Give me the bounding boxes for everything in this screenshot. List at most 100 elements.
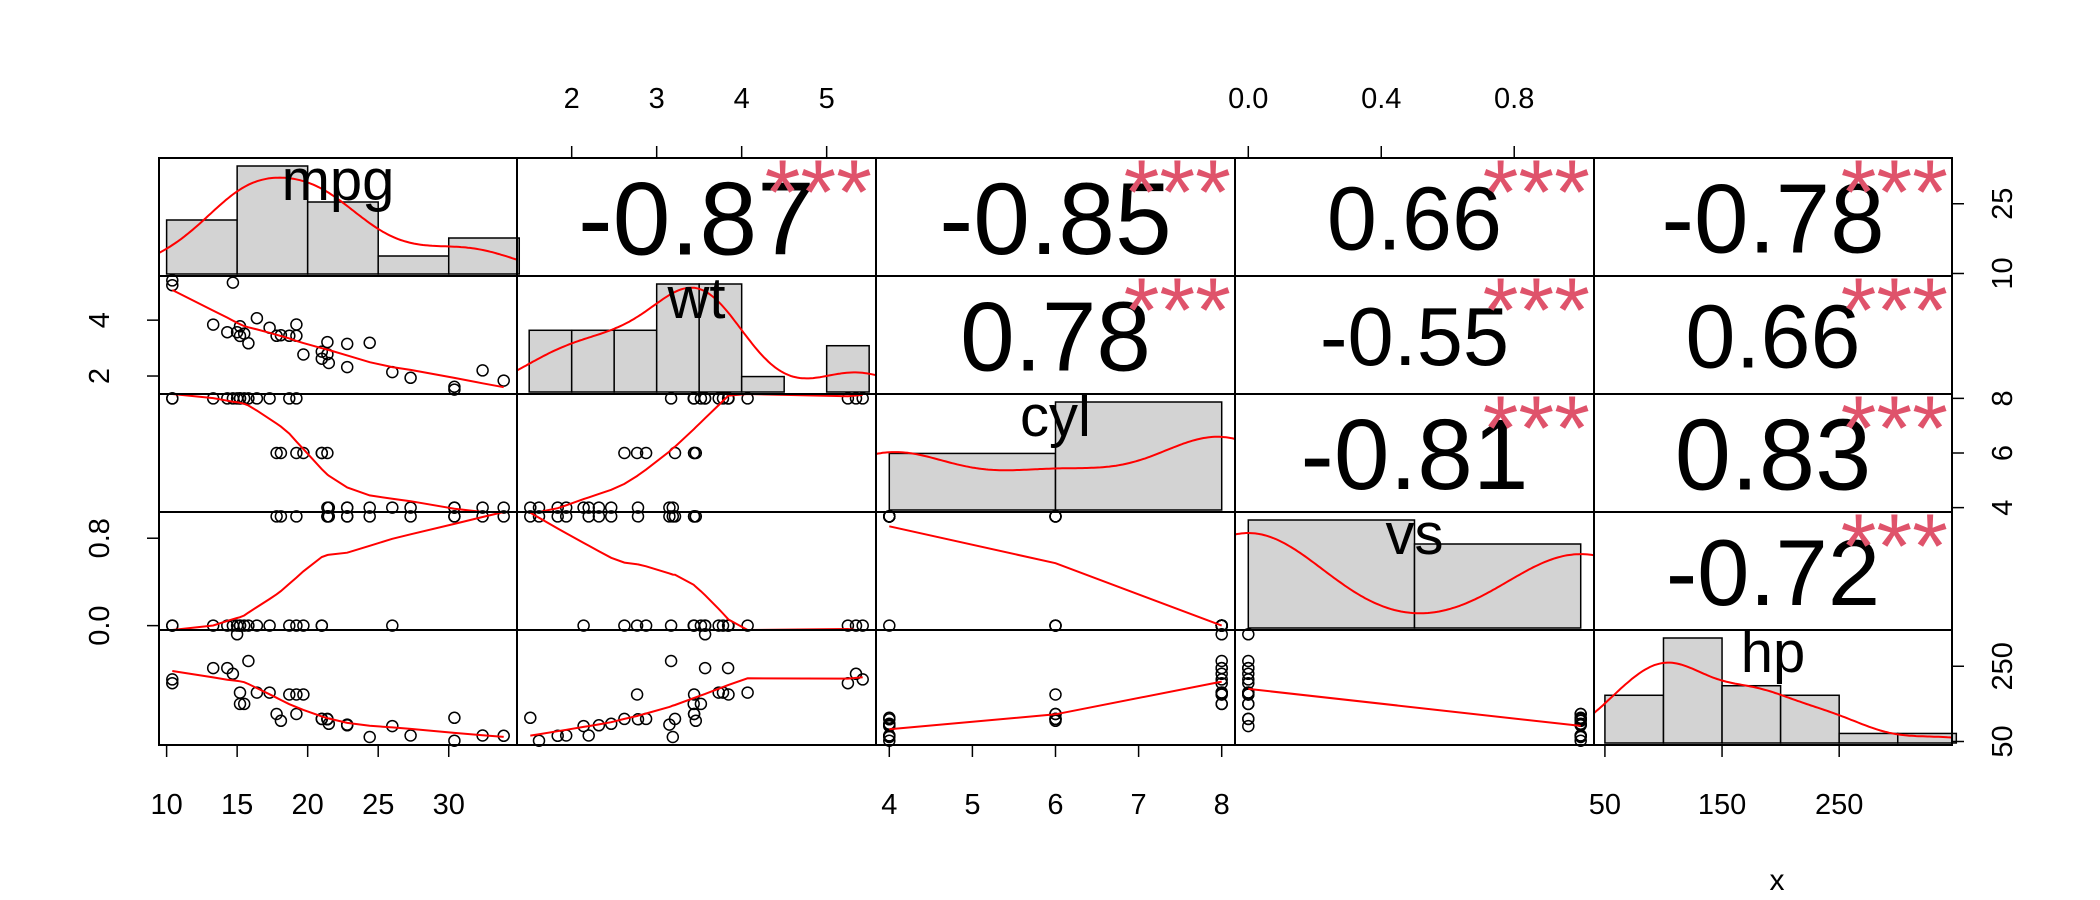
data-point bbox=[363, 510, 376, 523]
smooth-line bbox=[889, 525, 1223, 627]
data-point bbox=[712, 619, 725, 632]
tick-label-bottom-hp: 150 bbox=[1698, 789, 1746, 821]
data-point bbox=[283, 392, 296, 405]
histogram-bar-vs bbox=[1247, 519, 1416, 629]
data-point bbox=[551, 510, 564, 523]
data-point bbox=[883, 713, 896, 726]
data-point bbox=[237, 697, 251, 711]
data-point bbox=[315, 345, 329, 358]
scatter-panel-cyl-vs-mpg bbox=[166, 392, 510, 514]
x-axis-title: x bbox=[1770, 864, 1785, 897]
data-point bbox=[448, 383, 461, 396]
data-point bbox=[604, 510, 618, 523]
data-point bbox=[237, 619, 251, 632]
data-point bbox=[1049, 619, 1062, 632]
data-point bbox=[722, 688, 735, 701]
data-point bbox=[883, 619, 896, 632]
data-point bbox=[841, 392, 855, 405]
scatter-panel-hp-vs-vs bbox=[1242, 628, 1587, 747]
histogram-bar-wt bbox=[570, 329, 615, 393]
histogram-bar-cyl bbox=[1054, 401, 1223, 511]
data-point bbox=[630, 619, 644, 632]
data-point bbox=[639, 619, 653, 632]
data-point bbox=[363, 336, 376, 350]
panel-frame-vs-wt bbox=[516, 511, 877, 631]
data-point bbox=[883, 510, 896, 523]
data-point bbox=[631, 510, 645, 523]
scatter-panel-vs-vs-mpg bbox=[166, 510, 510, 632]
data-point bbox=[1049, 688, 1062, 701]
data-point bbox=[404, 371, 417, 385]
data-point bbox=[639, 446, 653, 460]
data-point bbox=[618, 446, 631, 460]
data-point bbox=[663, 510, 676, 523]
panel-frame-vs-cyl bbox=[875, 511, 1236, 631]
panel-frame-vs-mpg bbox=[158, 511, 518, 631]
scatter-panel-hp-vs-mpg bbox=[166, 628, 510, 747]
data-point bbox=[283, 688, 296, 701]
data-point bbox=[741, 686, 754, 699]
data-point bbox=[698, 628, 712, 641]
data-point bbox=[363, 501, 376, 514]
data-point bbox=[631, 501, 645, 514]
scatter-panel-hp-vs-wt bbox=[524, 628, 869, 747]
panel-frame-hp-cyl bbox=[875, 629, 1236, 746]
data-point bbox=[856, 392, 869, 405]
correlation-value-mpg-hp: -0.78 bbox=[1661, 163, 1884, 273]
data-point bbox=[386, 501, 399, 514]
data-point bbox=[1242, 712, 1255, 726]
data-point bbox=[698, 392, 712, 405]
data-point bbox=[166, 673, 179, 686]
tick-label-bottom-mpg: 10 bbox=[150, 789, 182, 821]
panel-frame-hp-hp bbox=[1593, 629, 1953, 746]
data-point bbox=[497, 501, 510, 514]
tick-label-top-wt: 3 bbox=[649, 83, 665, 115]
tick-label-bottom-mpg: 15 bbox=[221, 789, 253, 821]
data-point bbox=[1215, 654, 1228, 668]
data-point bbox=[582, 729, 595, 742]
data-point bbox=[689, 714, 703, 728]
data-point bbox=[1574, 734, 1587, 747]
data-point bbox=[340, 510, 354, 523]
data-point bbox=[497, 374, 510, 387]
data-point bbox=[1242, 697, 1255, 711]
data-point bbox=[663, 718, 676, 731]
data-point bbox=[666, 501, 680, 514]
histogram-bar-hp bbox=[1838, 732, 1899, 744]
data-point bbox=[290, 688, 303, 701]
data-point bbox=[448, 711, 461, 725]
data-point bbox=[274, 510, 288, 523]
scatter-panel-hp-vs-cyl bbox=[883, 628, 1228, 747]
data-point bbox=[1574, 707, 1587, 721]
data-point bbox=[592, 501, 606, 514]
data-point bbox=[1049, 510, 1062, 523]
tick-label-left-wt: 2 bbox=[84, 368, 116, 384]
scatter-panel-vs-vs-wt bbox=[524, 510, 869, 632]
data-point bbox=[582, 501, 595, 514]
panel-frames bbox=[158, 157, 1953, 746]
data-point bbox=[297, 619, 310, 632]
data-point bbox=[263, 619, 276, 632]
data-point bbox=[233, 697, 247, 711]
tick-label-top-vs: 0.0 bbox=[1228, 83, 1268, 115]
correlation-value-wt-cyl: 0.78 bbox=[960, 281, 1151, 391]
data-point bbox=[322, 356, 336, 370]
data-point bbox=[242, 654, 255, 668]
tick-label-right-hp: 250 bbox=[1987, 642, 2019, 690]
data-point bbox=[694, 697, 708, 711]
data-point bbox=[476, 364, 489, 377]
panel-frame-hp-mpg bbox=[158, 629, 518, 746]
data-point bbox=[166, 676, 179, 690]
data-point bbox=[856, 673, 869, 686]
panel-frame-cyl-wt bbox=[516, 393, 877, 513]
data-point bbox=[315, 446, 329, 460]
data-point bbox=[166, 619, 179, 632]
data-point bbox=[1215, 688, 1228, 701]
smooth-line bbox=[172, 393, 504, 513]
data-point bbox=[741, 392, 754, 405]
data-point bbox=[270, 707, 283, 721]
data-point bbox=[856, 619, 869, 632]
data-point bbox=[582, 510, 595, 523]
data-point bbox=[270, 510, 283, 523]
